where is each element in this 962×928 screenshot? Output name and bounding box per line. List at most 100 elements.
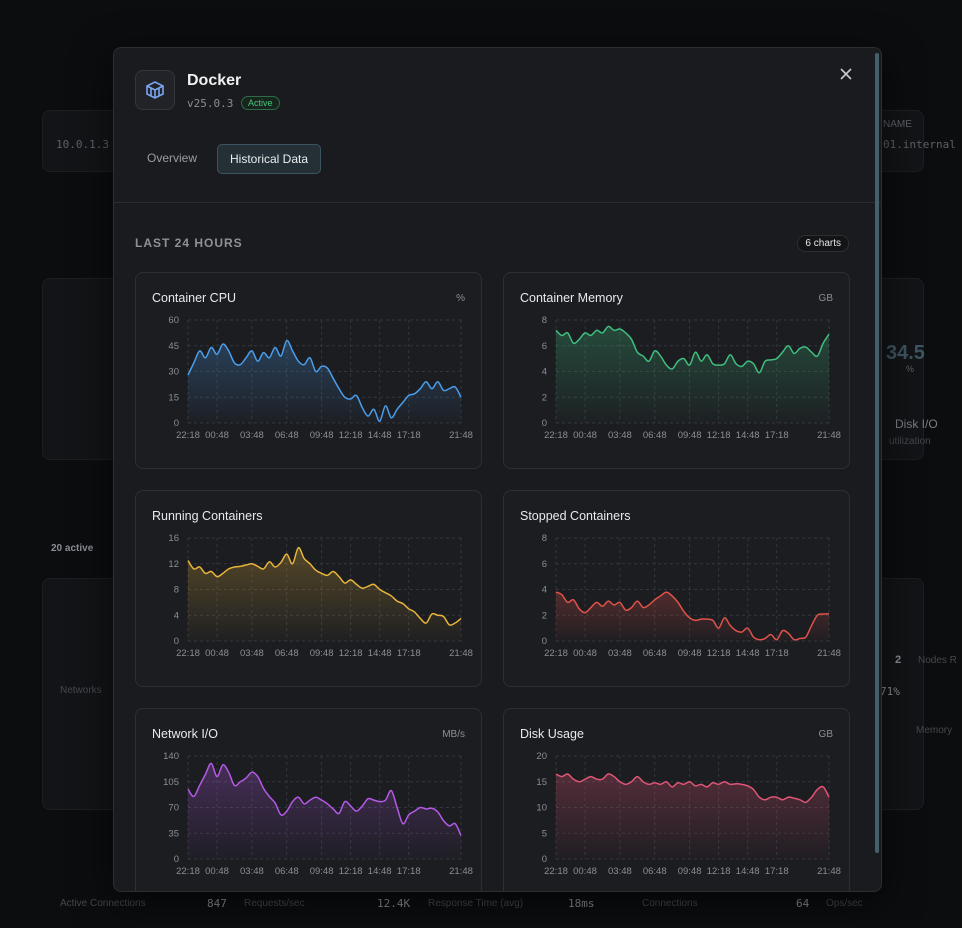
x-tick-label: 14:48 <box>736 866 760 877</box>
chart-card: Running Containers 0 4 8 12 16 22:18 00:48 03:48… <box>135 490 482 687</box>
line <box>187 546 462 626</box>
y-tick-label: 20 <box>536 751 547 762</box>
x-tick-label: 09:48 <box>678 866 702 877</box>
x-tick-label: 09:48 <box>310 430 334 441</box>
x-tick-label: 00:48 <box>205 866 229 877</box>
x-tick-label: 17:18 <box>765 648 789 659</box>
chart-title: Network I/O <box>152 727 218 741</box>
x-tick-label: 03:48 <box>240 430 264 441</box>
x-tick-label: 03:48 <box>608 648 632 659</box>
y-tick-label: 0 <box>174 418 179 429</box>
x-tick-label: 03:48 <box>608 430 632 441</box>
y-tick-label: 0 <box>174 854 179 865</box>
unit-label: GB <box>819 293 834 304</box>
bg-text: utilization <box>889 436 931 447</box>
chart: Running Containers 0 4 8 12 16 22:18 00:48 03:48… <box>152 509 473 659</box>
x-tick-label: 12:18 <box>339 866 363 877</box>
chart-count: 6 charts <box>797 235 849 252</box>
y-tick-label: 105 <box>163 777 179 788</box>
bg-text: 847 <box>207 897 227 910</box>
x-tick-label: 14:48 <box>368 866 392 877</box>
x-tick-label: 14:48 <box>736 648 760 659</box>
x-tick-label: 14:48 <box>368 648 392 659</box>
bg-text: 12.4K <box>377 897 411 910</box>
x-tick-label: 12:18 <box>339 430 363 441</box>
chart: Disk Usage GB 0 5 10 15 20 22:18 00:48 03:48 06:48… <box>520 727 841 877</box>
x-tick-label: 22:18 <box>176 648 200 659</box>
close-button[interactable] <box>839 67 853 81</box>
x-tick-label: 21:48 <box>449 648 473 659</box>
x-tick-label: 00:48 <box>205 430 229 441</box>
line <box>555 773 830 804</box>
x-tick-label: 22:18 <box>544 648 568 659</box>
y-tick-label: 15 <box>168 392 179 403</box>
bg-text: 18ms <box>568 897 595 910</box>
x-tick-label: 17:18 <box>397 648 421 659</box>
area <box>188 340 461 423</box>
y-tick-label: 0 <box>542 418 547 429</box>
bg-text: 64 <box>796 897 810 910</box>
x-tick-label: 09:48 <box>310 866 334 877</box>
line <box>555 591 830 641</box>
x-tick-label: 21:48 <box>817 866 841 877</box>
x-tick-label: 14:48 <box>368 430 392 441</box>
y-tick-label: 60 <box>168 315 179 326</box>
x-tick-label: 22:18 <box>176 866 200 877</box>
x-tick-label: 06:48 <box>275 866 299 877</box>
x-tick-label: 12:18 <box>707 430 731 441</box>
chart-title: Disk Usage <box>520 727 584 741</box>
bg-text: 10.0.1.3 <box>56 138 109 151</box>
chart-title: Container CPU <box>152 291 236 305</box>
chart-card: Stopped Containers 0 2 4 6 8 22:18 00:48 03:48 06… <box>503 490 850 687</box>
y-tick-label: 5 <box>542 828 547 839</box>
x-tick-label: 00:48 <box>573 430 597 441</box>
x-tick-label: 12:18 <box>707 866 731 877</box>
y-tick-label: 6 <box>542 559 547 570</box>
bg-text: Connections <box>642 898 698 909</box>
status-badge: Active <box>241 96 280 110</box>
bg-text: 20 active <box>51 543 94 554</box>
x-tick-label: 06:48 <box>643 648 667 659</box>
x-tick-label: 21:48 <box>449 866 473 877</box>
chart: Container CPU % 0 15 30 45 60 22:18 00:48 03:48 06… <box>152 291 473 441</box>
y-tick-label: 35 <box>168 828 179 839</box>
tab-active[interactable]: Historical Data <box>217 144 322 174</box>
x-tick-label: 06:48 <box>643 866 667 877</box>
chart-title: Container Memory <box>520 291 624 305</box>
chart-card: Container CPU% 0 15 30 45 60 22:18 00:48 03:48 06… <box>135 272 482 469</box>
y-tick-label: 30 <box>168 367 179 378</box>
x-tick-label: 17:18 <box>397 866 421 877</box>
modal-title: Docker <box>187 72 242 89</box>
chart: Network I/O MB/s 0 35 70 105 140 22:18 00:48 03:4… <box>152 727 473 877</box>
bg-text: Nodes R <box>918 655 957 666</box>
area <box>556 773 829 859</box>
bg-text: Memory <box>916 725 953 736</box>
x-tick-label: 21:48 <box>449 430 473 441</box>
y-tick-label: 4 <box>174 610 179 621</box>
x-tick-label: 21:48 <box>817 430 841 441</box>
y-tick-label: 12 <box>168 559 179 570</box>
tab[interactable]: Overview <box>147 151 198 165</box>
x-tick-label: 12:18 <box>339 648 363 659</box>
unit-label: MB/s <box>442 729 465 740</box>
chart: Stopped Containers 0 2 4 6 8 22:18 00:48 03:48 06… <box>520 509 841 659</box>
chart-title: Running Containers <box>152 509 263 523</box>
x-tick-label: 22:18 <box>176 430 200 441</box>
y-tick-label: 140 <box>163 751 179 762</box>
chart: Container Memory GB 0 2 4 6 8 22:18 00:48 03:48 06… <box>520 291 841 441</box>
y-tick-label: 8 <box>174 585 179 596</box>
scrollbar <box>875 53 879 853</box>
bg-text: Networks <box>60 685 102 696</box>
bg-text: Response Time (avg) <box>428 898 524 909</box>
y-tick-label: 4 <box>542 367 547 378</box>
x-tick-label: 00:48 <box>205 648 229 659</box>
bg-text: 01.internal <box>883 138 956 151</box>
x-tick-label: 09:48 <box>310 648 334 659</box>
x-tick-label: 03:48 <box>608 866 632 877</box>
x-tick-label: 00:48 <box>573 648 597 659</box>
x-tick-label: 22:18 <box>544 866 568 877</box>
x-tick-label: 21:48 <box>817 648 841 659</box>
x-tick-label: 00:48 <box>573 866 597 877</box>
divider <box>114 202 881 203</box>
